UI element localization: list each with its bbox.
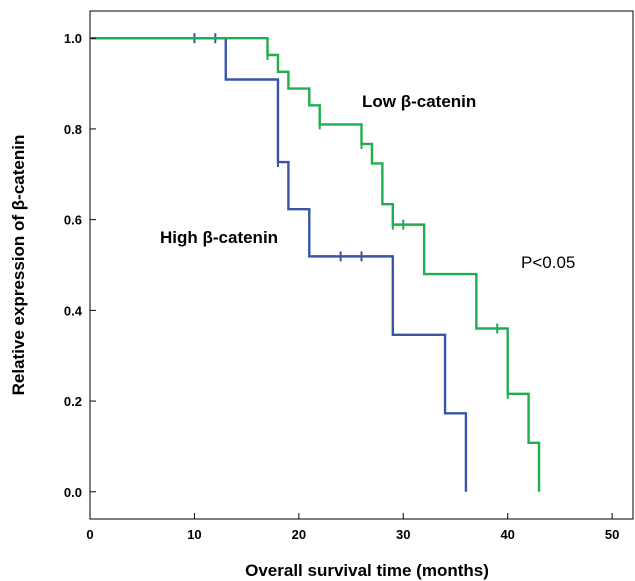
x-tick-label: 10 — [187, 527, 201, 542]
x-tick-label: 20 — [292, 527, 306, 542]
series-line-low — [90, 37, 541, 492]
p-value-annotation: P<0.05 — [521, 253, 575, 272]
x-tick-label: 0 — [86, 527, 93, 542]
y-tick-label: 0.6 — [64, 213, 82, 228]
ticks-layer: 0 10 20 30 40 50 0.0 0.2 0.4 0.6 0.8 1.0 — [64, 31, 619, 542]
series-label-high: High β-catenin — [160, 228, 278, 247]
series-layer — [90, 33, 541, 492]
x-tick-label: 40 — [500, 527, 514, 542]
series-label-low: Low β-catenin — [362, 92, 476, 111]
y-tick-label: 0.4 — [64, 303, 83, 318]
series-line-high — [90, 37, 468, 492]
x-tick-label: 50 — [605, 527, 619, 542]
y-tick-label: 1.0 — [64, 31, 82, 46]
y-tick-label: 0.2 — [64, 394, 82, 409]
y-tick-label: 0.0 — [64, 485, 82, 500]
x-axis-title: Overall survival time (months) — [245, 561, 489, 580]
y-axis-title: Relative expression of β-catenin — [9, 135, 28, 396]
y-tick-label: 0.8 — [64, 122, 82, 137]
plot-area-frame — [89, 10, 634, 520]
x-tick-label: 30 — [396, 527, 410, 542]
